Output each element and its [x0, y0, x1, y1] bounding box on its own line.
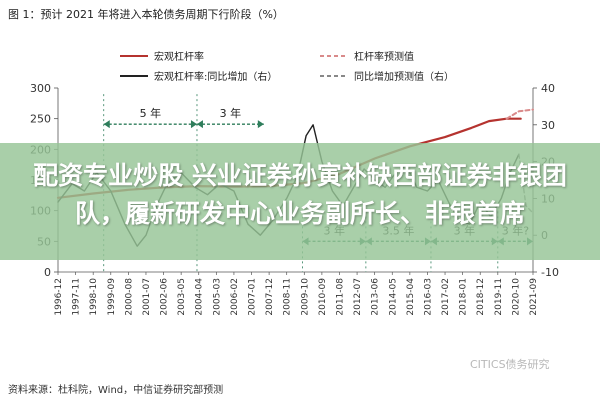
x-tick-label: 2012-07 — [353, 278, 363, 316]
x-tick-label: 2018-01 — [459, 278, 469, 316]
y-right-tick-label: 30 — [541, 119, 555, 132]
ad-banner[interactable]: 配资专业炒股 兴业证券孙寅补缺西部证券非银团队，履新研发中心业务副所长、非银首席 — [0, 143, 600, 260]
y-left-tick-label: 250 — [30, 113, 51, 126]
x-tick-label: 2000-08 — [124, 278, 134, 316]
legend-label-2: 宏观杠杆率:同比增加（右） — [154, 70, 277, 83]
x-tick-label: 1997-11 — [72, 278, 82, 316]
arrowhead-right-0 — [190, 120, 197, 129]
x-tick-label: 2015-04 — [406, 278, 416, 316]
annotation-label-1: 3 年 — [220, 106, 242, 120]
x-tick-label: 2003-05 — [177, 278, 187, 316]
x-tick-label: 2007-01 — [248, 278, 258, 316]
x-tick-label: 2008-11 — [283, 278, 293, 316]
figure-title: 图 1：预计 2021 年将进入本轮债务周期下行阶段（%） — [8, 8, 284, 21]
watermark: CITICS债务研究 — [470, 358, 550, 371]
x-tick-label: 2001-07 — [142, 278, 152, 316]
x-tick-label: 2021-09 — [529, 278, 539, 316]
y-right-tick-label: -10 — [541, 266, 559, 279]
source-note: 资料来源：杜科院，Wind，中信证券研究部预测 — [8, 385, 224, 396]
x-tick-label: 2011-08 — [335, 278, 345, 316]
x-tick-label: 2007-12 — [265, 278, 275, 316]
x-tick-label: 2016-03 — [423, 278, 433, 316]
y-right-tick-label: 40 — [541, 82, 555, 95]
series-line-1 — [505, 108, 534, 120]
x-tick-label: 2013-06 — [371, 278, 381, 316]
x-tick-label: 2019-11 — [494, 278, 504, 316]
arrowhead-left-1 — [196, 120, 203, 129]
x-tick-label: 2006-02 — [230, 278, 240, 316]
x-tick-label: 2004-04 — [195, 278, 205, 316]
legend-label-3: 同比增加预测值（右） — [354, 70, 454, 83]
x-tick-label: 1998-10 — [89, 278, 99, 316]
arrowhead-left-0 — [103, 120, 110, 129]
x-tick-label: 1999-09 — [107, 278, 117, 316]
arrowhead-right-1 — [257, 120, 264, 129]
annotation-label-0: 5 年 — [140, 106, 162, 120]
x-tick-label: 2020-10 — [511, 278, 521, 316]
x-tick-label: 2017-02 — [441, 278, 451, 316]
legend-label-0: 宏观杠杆率 — [154, 50, 204, 63]
x-tick-label: 2009-10 — [300, 278, 310, 316]
y-left-tick-label: 0 — [44, 266, 51, 279]
x-tick-label: 1996-12 — [54, 278, 64, 316]
x-tick-label: 2014-05 — [388, 278, 398, 316]
banner-text[interactable]: 配资专业炒股 兴业证券孙寅补缺西部证券非银团队，履新研发中心业务副所长、非银首席 — [33, 161, 567, 228]
legend-label-1: 杠杆率预测值 — [354, 50, 414, 63]
x-tick-label: 2002-06 — [160, 278, 170, 316]
y-left-tick-label: 300 — [30, 82, 51, 95]
x-tick-label: 2005-03 — [212, 278, 222, 316]
x-tick-label: 2018-12 — [476, 278, 486, 316]
x-tick-label: 2010-09 — [318, 278, 328, 316]
